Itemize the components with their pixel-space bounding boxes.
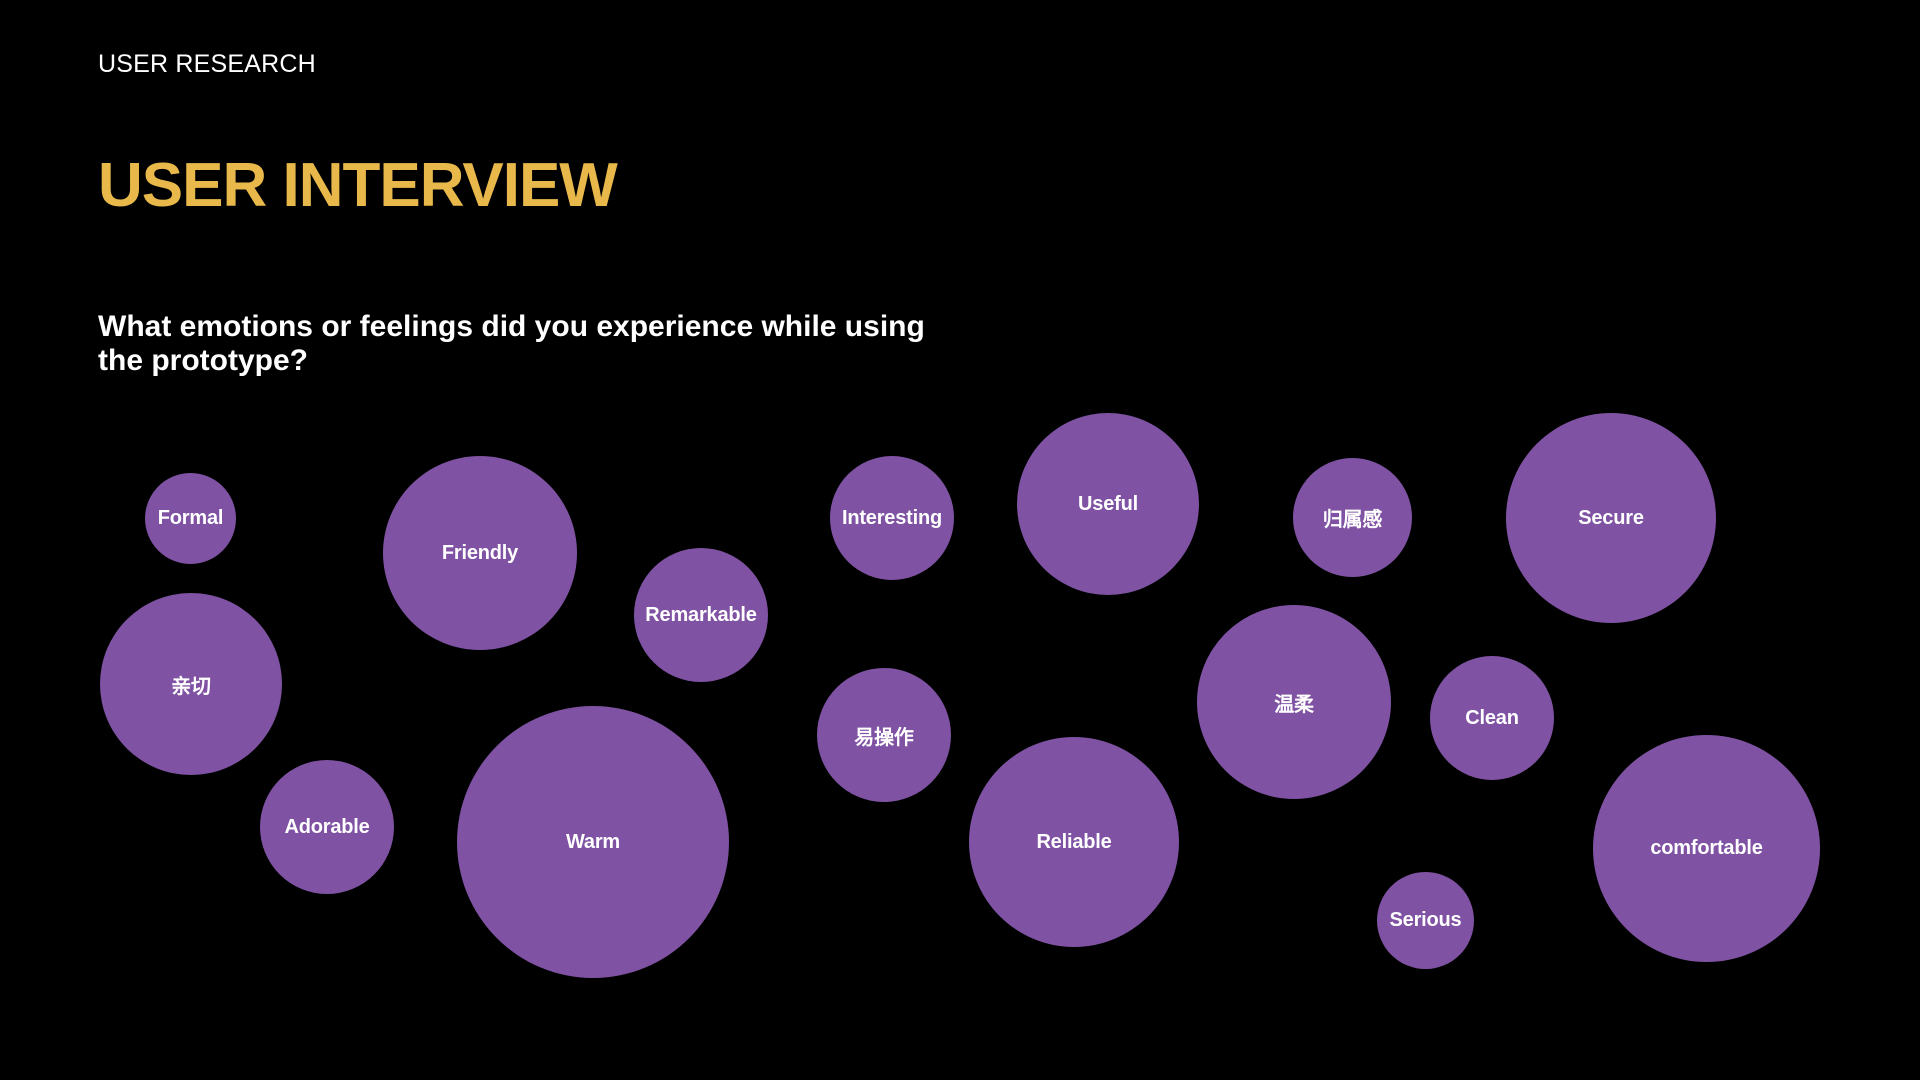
bubble-warm: Warm	[457, 706, 729, 978]
page-title: USER INTERVIEW	[98, 151, 618, 220]
interview-question: What emotions or feelings did you experi…	[98, 310, 925, 377]
bubble-label: Remarkable	[645, 603, 757, 626]
bubble-formal: Formal	[145, 473, 236, 564]
bubble-label: 归属感	[1322, 507, 1383, 531]
bubble-interesting: Interesting	[830, 456, 954, 580]
bubble-clean: Clean	[1430, 656, 1554, 780]
bubble-label: Clean	[1465, 706, 1519, 729]
bubble-adorable: Adorable	[260, 760, 394, 894]
bubble-label: Interesting	[841, 506, 943, 529]
bubble-serious: Serious	[1377, 872, 1474, 969]
bubble-label: Reliable	[1036, 830, 1112, 853]
section-label: USER RESEARCH	[98, 50, 316, 78]
bubble-wenrou: 温柔	[1197, 605, 1391, 799]
bubble-guishugan: 归属感	[1293, 458, 1412, 577]
bubble-label: Formal	[157, 507, 224, 529]
bubble-label: 温柔	[1274, 691, 1314, 716]
bubble-label: Secure	[1578, 506, 1644, 529]
bubble-secure: Secure	[1506, 413, 1716, 623]
bubble-label: Useful	[1078, 492, 1138, 515]
bubble-label: Warm	[565, 830, 621, 853]
bubble-friendly: Friendly	[383, 456, 577, 650]
bubble-remarkable: Remarkable	[634, 548, 768, 682]
bubble-comfortable: comfortable	[1593, 735, 1820, 962]
bubble-label: Serious	[1389, 909, 1462, 931]
bubble-label: Friendly	[441, 541, 519, 564]
bubble-qinqie: 亲切	[100, 593, 282, 775]
bubble-label: 亲切	[171, 673, 211, 698]
bubble-label: comfortable	[1650, 837, 1763, 859]
bubble-label: Adorable	[284, 815, 370, 838]
bubble-yicaozuo: 易操作	[817, 668, 951, 802]
bubble-label: 易操作	[854, 724, 914, 749]
bubble-useful: Useful	[1017, 413, 1199, 595]
bubble-reliable: Reliable	[969, 737, 1179, 947]
